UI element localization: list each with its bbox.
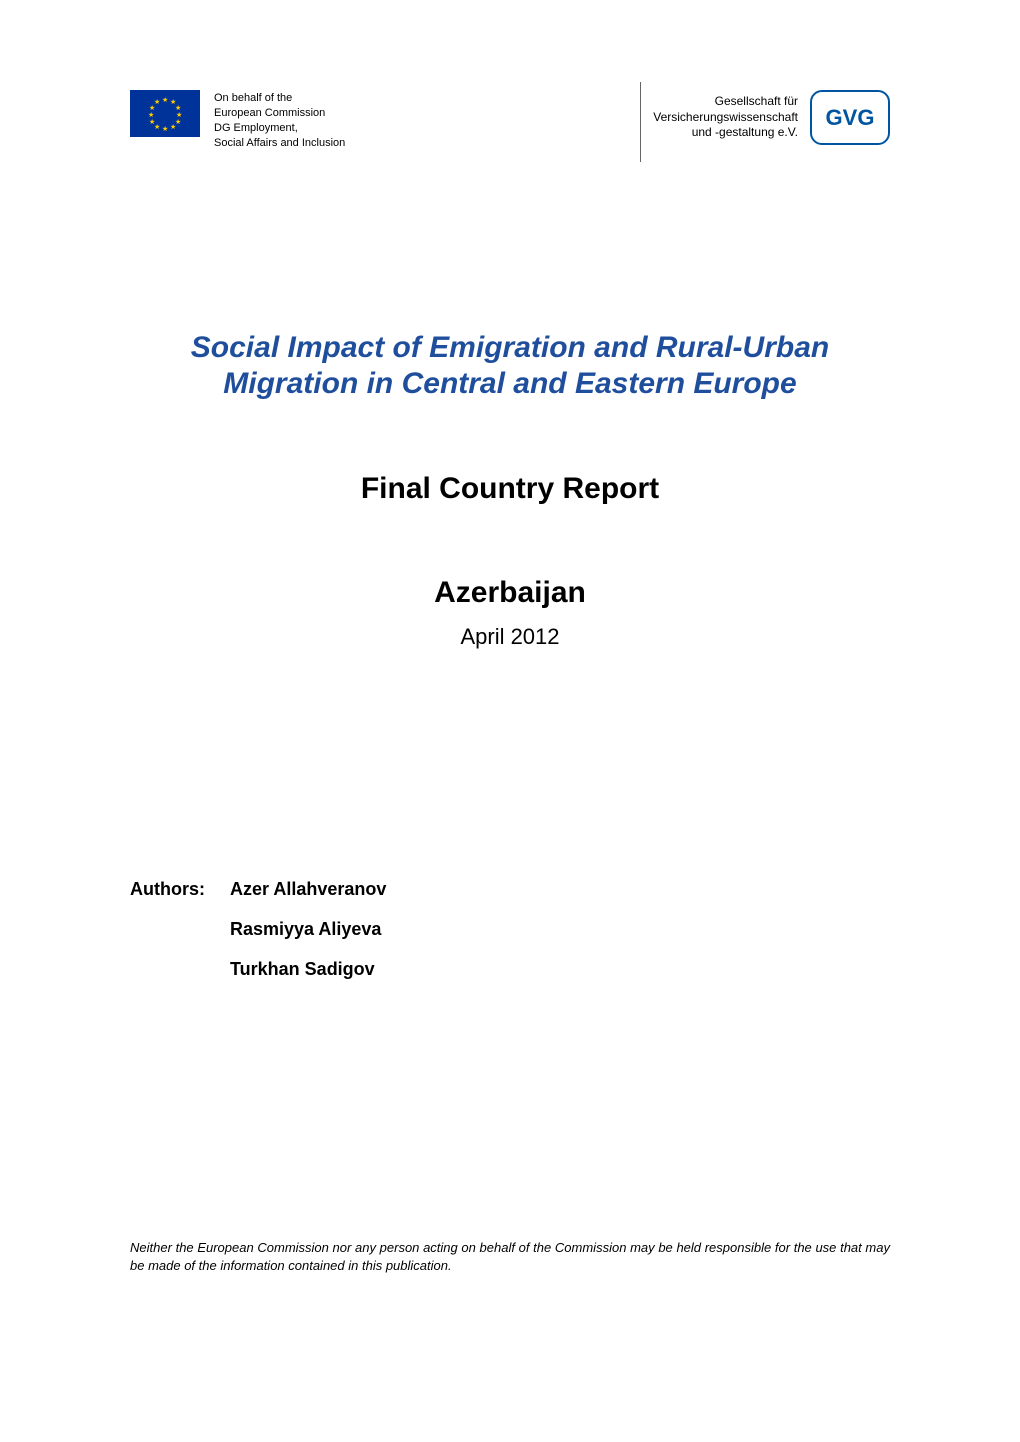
authors-names: Azer Allahveranov Rasmiyya Aliyeva Turkh… [230, 870, 386, 989]
header-left-text: On behalf of the European Commission DG … [214, 90, 345, 150]
header-left-line2: European Commission [214, 106, 345, 121]
date: April 2012 [130, 624, 890, 650]
eu-stars: ★ ★ ★ ★ ★ ★ ★ ★ ★ ★ ★ ★ [148, 97, 182, 131]
header-right-line2: Versicherungswissenschaft [653, 110, 798, 126]
disclaimer: Neither the European Commission nor any … [130, 1239, 890, 1275]
authors-label: Authors: [130, 870, 230, 989]
header-right: Gesellschaft für Versicherungswissenscha… [653, 90, 890, 145]
author-name-1: Azer Allahveranov [230, 870, 386, 910]
authors-row: Authors: Azer Allahveranov Rasmiyya Aliy… [130, 870, 890, 989]
header-right-line1: Gesellschaft für [653, 94, 798, 110]
header: ★ ★ ★ ★ ★ ★ ★ ★ ★ ★ ★ ★ On behalf of the… [130, 90, 890, 150]
header-left-line4: Social Affairs and Inclusion [214, 136, 345, 151]
author-name-2: Rasmiyya Aliyeva [230, 910, 386, 950]
eu-flag-logo: ★ ★ ★ ★ ★ ★ ★ ★ ★ ★ ★ ★ [130, 90, 200, 137]
main-title: Social Impact of Emigration and Rural-Ur… [130, 330, 890, 402]
gvg-logo-text: GVG [826, 105, 875, 131]
header-left: ★ ★ ★ ★ ★ ★ ★ ★ ★ ★ ★ ★ On behalf of the… [130, 90, 345, 150]
author-name-3: Turkhan Sadigov [230, 950, 386, 990]
header-left-line1: On behalf of the [214, 91, 345, 106]
country: Azerbaijan [130, 576, 890, 610]
header-right-line3: und -gestaltung e.V. [653, 125, 798, 141]
subtitle: Final Country Report [130, 472, 890, 506]
header-left-line3: DG Employment, [214, 121, 345, 136]
vertical-divider [640, 82, 641, 162]
authors-section: Authors: Azer Allahveranov Rasmiyya Aliy… [130, 870, 890, 989]
gvg-logo: GVG [810, 90, 890, 145]
header-right-text: Gesellschaft für Versicherungswissenscha… [653, 94, 798, 141]
